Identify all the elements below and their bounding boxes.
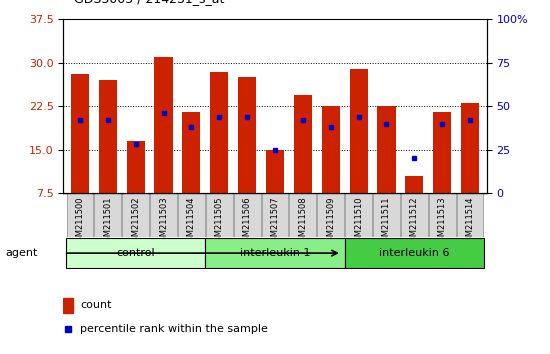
Bar bbox=[322, 106, 340, 193]
Text: GSM211501: GSM211501 bbox=[103, 196, 112, 247]
Text: GSM211505: GSM211505 bbox=[215, 196, 224, 247]
FancyBboxPatch shape bbox=[317, 193, 344, 237]
Text: GSM211508: GSM211508 bbox=[298, 196, 307, 247]
Text: control: control bbox=[117, 248, 155, 258]
FancyBboxPatch shape bbox=[456, 193, 483, 237]
Bar bbox=[405, 176, 424, 193]
Bar bbox=[210, 72, 228, 193]
FancyBboxPatch shape bbox=[345, 193, 372, 237]
Bar bbox=[433, 112, 451, 193]
Text: GSM211511: GSM211511 bbox=[382, 196, 391, 247]
FancyBboxPatch shape bbox=[178, 193, 205, 237]
Bar bbox=[461, 103, 479, 193]
Bar bbox=[350, 69, 367, 193]
Text: GDS3005 / 214231_s_at: GDS3005 / 214231_s_at bbox=[74, 0, 224, 5]
Bar bbox=[155, 57, 173, 193]
FancyBboxPatch shape bbox=[289, 193, 316, 237]
FancyBboxPatch shape bbox=[373, 193, 400, 237]
Text: percentile rank within the sample: percentile rank within the sample bbox=[80, 324, 268, 334]
Text: GSM211503: GSM211503 bbox=[159, 196, 168, 247]
Text: GSM211506: GSM211506 bbox=[243, 196, 252, 247]
FancyBboxPatch shape bbox=[66, 238, 205, 268]
Text: GSM211502: GSM211502 bbox=[131, 196, 140, 247]
Text: interleukin 6: interleukin 6 bbox=[379, 248, 449, 258]
Bar bbox=[126, 141, 145, 193]
Bar bbox=[294, 95, 312, 193]
Text: GSM211514: GSM211514 bbox=[465, 196, 475, 247]
Bar bbox=[266, 150, 284, 193]
FancyBboxPatch shape bbox=[429, 193, 455, 237]
FancyBboxPatch shape bbox=[150, 193, 177, 237]
Text: GSM211512: GSM211512 bbox=[410, 196, 419, 247]
Text: GSM211509: GSM211509 bbox=[326, 196, 335, 247]
FancyBboxPatch shape bbox=[262, 193, 288, 237]
Bar bbox=[238, 77, 256, 193]
FancyBboxPatch shape bbox=[206, 193, 233, 237]
Bar bbox=[183, 112, 200, 193]
Text: GSM211507: GSM211507 bbox=[271, 196, 279, 247]
Bar bbox=[63, 298, 73, 313]
Text: count: count bbox=[80, 300, 112, 310]
Bar bbox=[377, 106, 395, 193]
Bar bbox=[99, 80, 117, 193]
FancyBboxPatch shape bbox=[95, 193, 121, 237]
Text: GSM211500: GSM211500 bbox=[75, 196, 85, 247]
Text: GSM211504: GSM211504 bbox=[187, 196, 196, 247]
Text: GSM211513: GSM211513 bbox=[438, 196, 447, 247]
FancyBboxPatch shape bbox=[401, 193, 428, 237]
Text: GSM211510: GSM211510 bbox=[354, 196, 363, 247]
FancyBboxPatch shape bbox=[122, 193, 149, 237]
Bar bbox=[71, 74, 89, 193]
FancyBboxPatch shape bbox=[345, 238, 484, 268]
Text: interleukin 1: interleukin 1 bbox=[240, 248, 310, 258]
FancyBboxPatch shape bbox=[234, 193, 261, 237]
Text: agent: agent bbox=[6, 248, 38, 258]
FancyBboxPatch shape bbox=[67, 193, 94, 237]
FancyBboxPatch shape bbox=[205, 238, 345, 268]
